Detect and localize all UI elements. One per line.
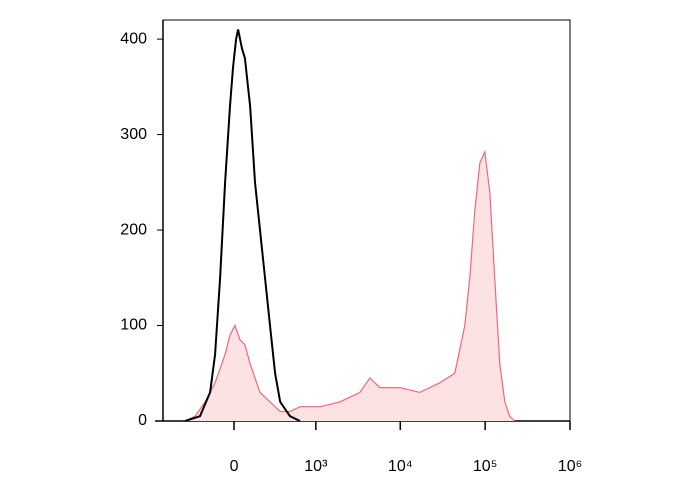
x-tick-label: 10³ <box>304 458 328 475</box>
y-tick-label: 200 <box>120 221 147 238</box>
y-tick-label: 400 <box>120 30 147 47</box>
histogram-line <box>184 149 516 422</box>
y-tick-label: 0 <box>138 412 147 429</box>
histogram-line <box>184 29 301 422</box>
histogram-area <box>185 151 515 422</box>
y-tick-label: 100 <box>120 317 147 334</box>
x-tick-label: 10⁴ <box>388 458 413 475</box>
y-tick-label: 300 <box>120 126 147 143</box>
x-tick-label: 0 <box>230 458 239 475</box>
x-tick-label: 10⁶ <box>558 458 582 475</box>
x-tick-label: 10⁵ <box>473 458 497 475</box>
